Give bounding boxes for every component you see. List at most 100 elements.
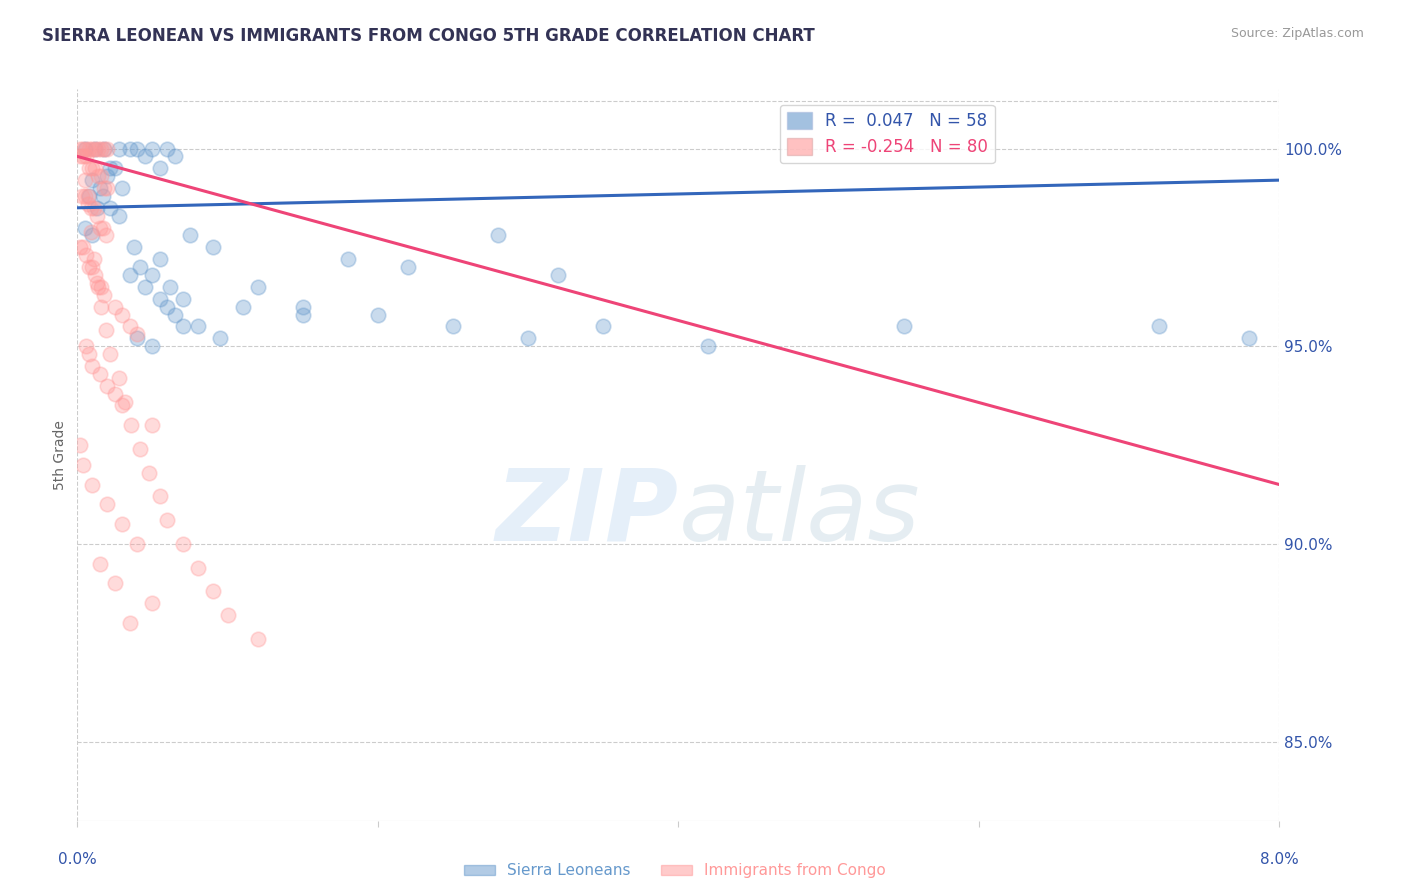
Point <box>134 149 156 163</box>
Point <box>72 240 94 254</box>
Point <box>79 189 101 203</box>
Point <box>69 149 91 163</box>
Point <box>120 418 142 433</box>
Point <box>111 399 134 413</box>
Point <box>141 596 163 610</box>
Legend: R =  0.047   N = 58, R = -0.254   N = 80: R = 0.047 N = 58, R = -0.254 N = 80 <box>780 105 994 163</box>
Text: 8.0%: 8.0% <box>1260 852 1299 867</box>
Point <box>111 517 134 532</box>
Point <box>201 240 224 254</box>
Point <box>118 268 141 282</box>
Point <box>367 308 389 322</box>
Point <box>163 149 186 163</box>
Point <box>187 319 209 334</box>
Point <box>141 268 163 282</box>
Point <box>80 201 103 215</box>
Point <box>159 280 181 294</box>
Point <box>141 339 163 353</box>
Point <box>94 323 117 337</box>
Point <box>209 331 232 345</box>
Point <box>86 276 108 290</box>
Point <box>89 557 111 571</box>
Point <box>84 141 107 155</box>
Point <box>149 161 172 176</box>
Point <box>72 458 94 472</box>
Point <box>79 347 101 361</box>
Point <box>83 201 105 215</box>
Point <box>118 319 141 334</box>
Point <box>86 209 108 223</box>
Point <box>172 319 194 334</box>
Point <box>69 438 91 452</box>
Point <box>149 490 172 504</box>
Point <box>70 189 93 203</box>
Point <box>187 560 209 574</box>
Point <box>547 268 569 282</box>
Point <box>1239 331 1261 345</box>
Point <box>87 280 110 294</box>
Point <box>441 319 464 334</box>
Point <box>108 209 131 223</box>
Point <box>104 300 127 314</box>
Point <box>697 339 720 353</box>
Point <box>75 149 97 163</box>
Point <box>69 240 91 254</box>
Point <box>96 169 118 184</box>
Point <box>90 169 112 184</box>
Point <box>124 240 146 254</box>
Point <box>93 287 115 301</box>
Point <box>91 189 114 203</box>
Point <box>100 161 122 176</box>
Point <box>201 584 224 599</box>
Text: ZIP: ZIP <box>495 465 679 562</box>
Point <box>100 201 122 215</box>
Point <box>84 161 107 176</box>
Point <box>79 161 101 176</box>
Point <box>87 169 110 184</box>
Point <box>104 161 127 176</box>
Point <box>73 189 96 203</box>
Legend: Sierra Leoneans, Immigrants from Congo: Sierra Leoneans, Immigrants from Congo <box>458 857 891 884</box>
Point <box>93 181 115 195</box>
Point <box>75 248 97 262</box>
Text: atlas: atlas <box>679 465 920 562</box>
Point <box>246 280 269 294</box>
Point <box>893 319 915 334</box>
Point <box>82 477 104 491</box>
Point <box>96 181 118 195</box>
Point <box>486 228 509 243</box>
Point <box>156 513 179 527</box>
Point <box>73 141 96 155</box>
Point <box>104 386 127 401</box>
Point <box>82 228 104 243</box>
Point <box>75 339 97 353</box>
Point <box>100 347 122 361</box>
Point <box>75 141 97 155</box>
Point <box>127 327 149 342</box>
Point <box>91 220 114 235</box>
Text: Source: ZipAtlas.com: Source: ZipAtlas.com <box>1230 27 1364 40</box>
Point <box>134 280 156 294</box>
Point <box>592 319 614 334</box>
Point <box>72 149 94 163</box>
Point <box>129 442 152 456</box>
Point <box>114 394 136 409</box>
Point <box>83 252 105 267</box>
Text: SIERRA LEONEAN VS IMMIGRANTS FROM CONGO 5TH GRADE CORRELATION CHART: SIERRA LEONEAN VS IMMIGRANTS FROM CONGO … <box>42 27 815 45</box>
Point <box>86 201 108 215</box>
Point <box>93 141 115 155</box>
Point <box>108 371 131 385</box>
Point <box>291 308 314 322</box>
Point <box>80 225 103 239</box>
Point <box>90 280 112 294</box>
Point <box>149 252 172 267</box>
Point <box>129 260 152 274</box>
Point <box>156 141 179 155</box>
Point <box>396 260 419 274</box>
Point <box>73 173 96 187</box>
Point <box>84 268 107 282</box>
Point <box>87 141 110 155</box>
Point <box>89 367 111 381</box>
Point <box>69 141 91 155</box>
Point <box>96 141 118 155</box>
